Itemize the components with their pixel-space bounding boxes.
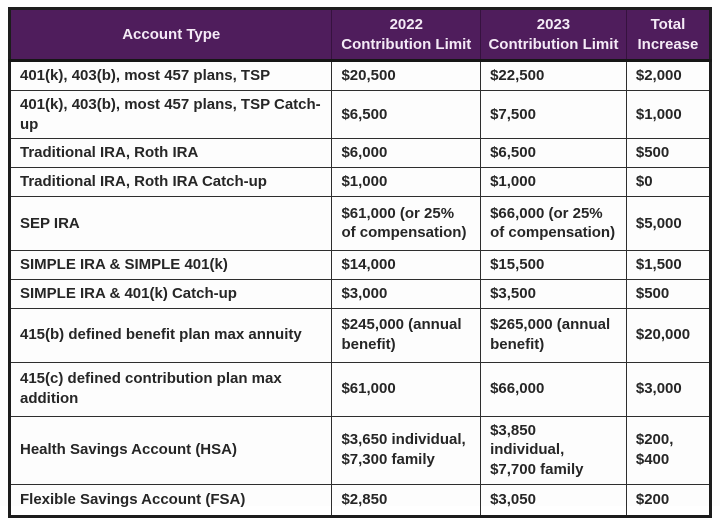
limit-2023-cell: $7,500 <box>480 89 627 140</box>
increase-cell: $200, $400 <box>625 415 712 485</box>
limit-2022-cell: $245,000 (annual benefit) <box>331 307 482 363</box>
account-type-cell: Flexible Savings Account (FSA) <box>8 483 333 517</box>
increase-cell: $3,000 <box>625 361 712 417</box>
increase-cell: $200 <box>625 483 712 517</box>
limit-2022-cell: $14,000 <box>331 249 482 280</box>
table-row: 415(c) defined contribution plan max add… <box>8 361 712 417</box>
account-type-cell: SIMPLE IRA & SIMPLE 401(k) <box>8 249 333 280</box>
header-2023-contribution-limit: 2023 Contribution Limit <box>480 8 627 62</box>
increase-cell: $500 <box>625 278 712 309</box>
account-type-cell: Traditional IRA, Roth IRA <box>8 138 333 169</box>
increase-cell: $5,000 <box>625 195 712 251</box>
table-row: Traditional IRA, Roth IRA $6,000 $6,500 … <box>8 138 712 169</box>
contribution-limits-table: Account Type 2022 Contribution Limit 202… <box>8 7 712 518</box>
table-row: Traditional IRA, Roth IRA Catch-up $1,00… <box>8 167 712 197</box>
account-type-cell: 415(c) defined contribution plan max add… <box>8 361 333 417</box>
header-2022-contribution-limit: 2022 Contribution Limit <box>331 8 482 62</box>
increase-cell: $500 <box>625 138 712 169</box>
limit-2022-cell: $3,000 <box>331 278 482 309</box>
account-type-cell: Health Savings Account (HSA) <box>8 415 333 485</box>
limit-2023-cell: $3,500 <box>480 278 627 309</box>
limit-2023-cell: $1,000 <box>480 167 627 197</box>
header-total-increase: Total Increase <box>625 8 712 62</box>
limit-2023-cell: $66,000 (or 25% of compensation) <box>480 195 627 251</box>
table-row: 415(b) defined benefit plan max annuity … <box>8 307 712 363</box>
account-type-cell: SIMPLE IRA & 401(k) Catch-up <box>8 278 333 309</box>
limit-2022-cell: $6,000 <box>331 138 482 169</box>
limit-2022-cell: $20,500 <box>331 60 482 91</box>
table-header-row: Account Type 2022 Contribution Limit 202… <box>8 8 712 62</box>
limit-2022-cell: $1,000 <box>331 167 482 197</box>
table-row: Flexible Savings Account (FSA) $2,850 $3… <box>8 483 712 517</box>
account-type-cell: 401(k), 403(b), most 457 plans, TSP <box>8 60 333 91</box>
table-row: SEP IRA $61,000 (or 25% of compensation)… <box>8 195 712 251</box>
increase-cell: $2,000 <box>625 60 712 91</box>
table-row: SIMPLE IRA & SIMPLE 401(k) $14,000 $15,5… <box>8 249 712 280</box>
limit-2022-cell: $6,500 <box>331 89 482 140</box>
increase-cell: $20,000 <box>625 307 712 363</box>
table-row: Health Savings Account (HSA) $3,650 indi… <box>8 415 712 485</box>
limit-2023-cell: $22,500 <box>480 60 627 91</box>
limit-2023-cell: $6,500 <box>480 138 627 169</box>
account-type-cell: Traditional IRA, Roth IRA Catch-up <box>8 167 333 197</box>
limit-2022-cell: $61,000 <box>331 361 482 417</box>
table-row: SIMPLE IRA & 401(k) Catch-up $3,000 $3,5… <box>8 278 712 309</box>
limit-2023-cell: $3,850 individual, $7,700 family <box>480 415 627 485</box>
table-row: 401(k), 403(b), most 457 plans, TSP $20,… <box>8 60 712 91</box>
limit-2022-cell: $3,650 individual, $7,300 family <box>331 415 482 485</box>
account-type-cell: 401(k), 403(b), most 457 plans, TSP Catc… <box>8 89 333 140</box>
increase-cell: $0 <box>625 167 712 197</box>
account-type-cell: SEP IRA <box>8 195 333 251</box>
limit-2023-cell: $15,500 <box>480 249 627 280</box>
limit-2022-cell: $2,850 <box>331 483 482 517</box>
limit-2023-cell: $66,000 <box>480 361 627 417</box>
increase-cell: $1,000 <box>625 89 712 140</box>
page-background: Account Type 2022 Contribution Limit 202… <box>8 7 712 518</box>
account-type-cell: 415(b) defined benefit plan max annuity <box>8 307 333 363</box>
header-account-type: Account Type <box>8 8 333 62</box>
limit-2023-cell: $265,000 (annual benefit) <box>480 307 627 363</box>
increase-cell: $1,500 <box>625 249 712 280</box>
table-row: 401(k), 403(b), most 457 plans, TSP Catc… <box>8 89 712 140</box>
limit-2022-cell: $61,000 (or 25% of compensation) <box>331 195 482 251</box>
limit-2023-cell: $3,050 <box>480 483 627 517</box>
